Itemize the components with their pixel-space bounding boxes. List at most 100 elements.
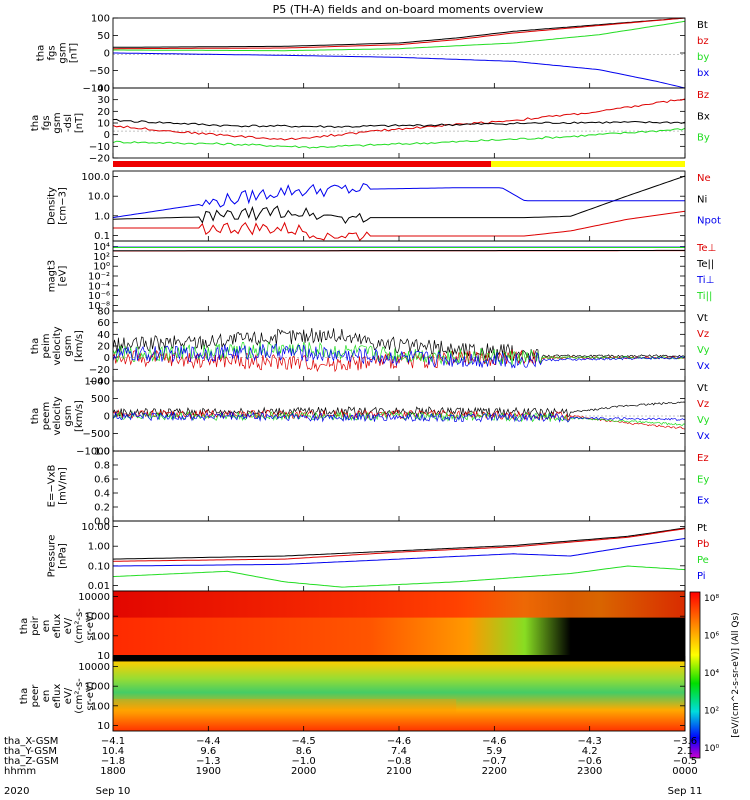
ephemeris-value: 1900	[196, 766, 221, 777]
y-axis-label-line: sr-eV)	[85, 611, 96, 640]
panel-fgs_gsm: 100 50 0 −50 −100 Bt bz by bx thafgsgsm[nT]	[36, 14, 710, 95]
y-tick-label: 10⁻⁴	[88, 281, 110, 292]
ephemeris-value: 7.4	[391, 746, 407, 757]
legend-peem-2: Vz	[697, 399, 709, 410]
y-tick-label: 10000	[78, 662, 110, 673]
series-peem-1	[112, 401, 686, 418]
y-tick-label: 0.1	[94, 231, 110, 242]
legend-density-3: Npot	[697, 216, 721, 227]
y-axis-label-line: [km/s]	[74, 400, 85, 432]
legend-magt3-3: Ti⊥	[696, 275, 714, 286]
series-pressure-1	[112, 527, 686, 560]
series-peim-1	[112, 327, 686, 364]
legend-pressure-1: Pt	[697, 523, 707, 534]
ephemeris-value: −1.8	[101, 756, 125, 767]
series-peim-3	[112, 341, 686, 366]
mode-bar-slow-survey	[113, 161, 491, 167]
ephemeris-value: −4.3	[578, 736, 602, 747]
legend-efield-2: Ey	[697, 474, 709, 485]
series-fgs_gsm_dsl-1	[112, 98, 686, 141]
y-tick-label: −40	[89, 377, 110, 388]
y-axis-label-line: [eV]	[58, 266, 69, 287]
mode-bar	[113, 161, 685, 167]
ephemeris-value: −4.6	[482, 736, 506, 747]
y-axis-label-line: velocity	[52, 396, 63, 435]
end-date-label: Sep 11	[668, 786, 703, 797]
mode-bar-fast-survey	[491, 161, 685, 167]
y-tick-label: 0	[104, 412, 110, 423]
y-axis-label-peer: thapeerenefluxeV/(cm²-s-sr-eV)	[19, 678, 96, 714]
colorbar-label: [eV/(cm^2-s-sr-eV)] (All Qs)	[731, 612, 741, 737]
ephemeris-value: 2.1	[677, 746, 693, 757]
y-tick-label: 10.00	[81, 522, 110, 533]
y-axis-label-density: Density[cm−3]	[47, 187, 69, 225]
colorbar-tick-label: 10⁰	[704, 744, 719, 754]
ephemeris-value: 5.9	[486, 746, 502, 757]
y-axis-label-line: peir	[30, 615, 41, 635]
y-axis-label-efield: E=−VxB[mV/m]	[47, 465, 69, 508]
ephemeris-value: 2100	[386, 766, 411, 777]
y-axis-label-line: [nPa]	[58, 543, 69, 569]
year-label: 2020	[4, 786, 29, 797]
legend-magt3-4: Ti||	[696, 291, 712, 302]
panel-peem: 1000 500 0 −500 −1000 Vt Vz Vy Vx thapeemvelocity…	[30, 377, 710, 458]
y-tick-label: 10	[97, 651, 110, 662]
panels: 100500−50−100Btbzbybxthafgsgsm[nT]403020…	[19, 14, 721, 732]
figure-title: P5 (TH-A) fields and on-board moments ov…	[273, 3, 544, 16]
ephemeris-value: 10.4	[102, 746, 124, 757]
ephemeris-value: −3.6	[673, 736, 697, 747]
y-tick-label: 1.0	[94, 211, 110, 222]
y-axis-label-magt3: magt3[eV]	[47, 260, 69, 293]
spectrogram-high-energy-band	[113, 591, 685, 618]
y-tick-label: 10	[97, 119, 110, 130]
series-fgs_gsm-3	[113, 20, 686, 52]
y-tick-label: 40	[97, 84, 110, 95]
series-fgs_gsm_dsl-2	[112, 118, 686, 129]
ephemeris-row-label: tha_Z-GSM	[4, 756, 59, 767]
ephemeris-value: 0000	[672, 766, 697, 777]
ephemeris-value: −0.5	[673, 756, 697, 767]
colorbar-tick-label: 10⁴	[704, 669, 719, 679]
legend-magt3-1: Te⊥	[696, 243, 716, 254]
y-tick-label: 80	[97, 307, 110, 318]
ephemeris-value: −0.7	[482, 756, 506, 767]
series-fgs_gsm-4	[113, 52, 686, 89]
y-axis-label-pressure: Pressure[nPa]	[47, 535, 69, 578]
y-axis-label-line: tha	[30, 115, 41, 131]
y-tick-label: 10000	[78, 592, 110, 603]
y-axis-label-line: tha	[19, 688, 30, 704]
ephemeris-value: 8.6	[296, 746, 312, 757]
colorbar: 10⁸ 10⁶ 10⁴ 10² 10⁰ [eV/(cm^2-s-sr-eV)] (All …	[689, 591, 741, 759]
series-fgs_gsm-1	[113, 17, 686, 48]
ephemeris-value: −0.6	[578, 756, 602, 767]
y-axis-label-line: velocity	[52, 326, 63, 365]
y-axis-label-line: eflux	[52, 614, 63, 639]
y-tick-label: 10⁰	[93, 262, 110, 273]
ephemeris-value: −0.8	[387, 756, 411, 767]
legend-efield-3: Ex	[697, 496, 709, 507]
y-tick-label: 10⁴	[93, 242, 110, 253]
colorbar-tick-label: 10⁶	[704, 632, 719, 642]
y-tick-label: 0.10	[88, 561, 110, 572]
y-axis-label-fgs_gsm_dsl: thafgsgsm-dsl[nT]	[30, 112, 85, 133]
colorbar-scale	[689, 591, 701, 759]
panel-density: 100.0 10.0 1.0 0.1 Ne Ni Npot Density[cm−3]	[47, 170, 721, 242]
y-tick-label: 1.0	[94, 447, 110, 458]
legend-fgs_gsm_dsl-1: Bz	[697, 90, 709, 101]
y-axis-label-peir: thapeirenefluxeV/(cm²-s-sr-eV)	[19, 608, 96, 644]
panel-frame	[112, 17, 686, 89]
panel-peir: 10000100010010thapeirenefluxeV/(cm²-s-sr…	[19, 590, 686, 662]
ephemeris-value: 1800	[100, 766, 125, 777]
ephemeris-value: 2000	[291, 766, 316, 777]
spectrogram-peer	[113, 661, 685, 731]
y-axis-label-line: gsm	[63, 335, 74, 356]
y-tick-label: 10⁻²	[88, 272, 110, 283]
y-axis-label-line: fgs	[41, 115, 52, 130]
spectrogram-mid-band	[113, 699, 457, 713]
y-axis-label-line: Density	[47, 187, 58, 225]
y-tick-label: 60	[97, 318, 110, 329]
ephemeris-value: −4.6	[387, 736, 411, 747]
y-tick-label: 50	[97, 31, 110, 42]
y-tick-label: 30	[97, 95, 110, 106]
